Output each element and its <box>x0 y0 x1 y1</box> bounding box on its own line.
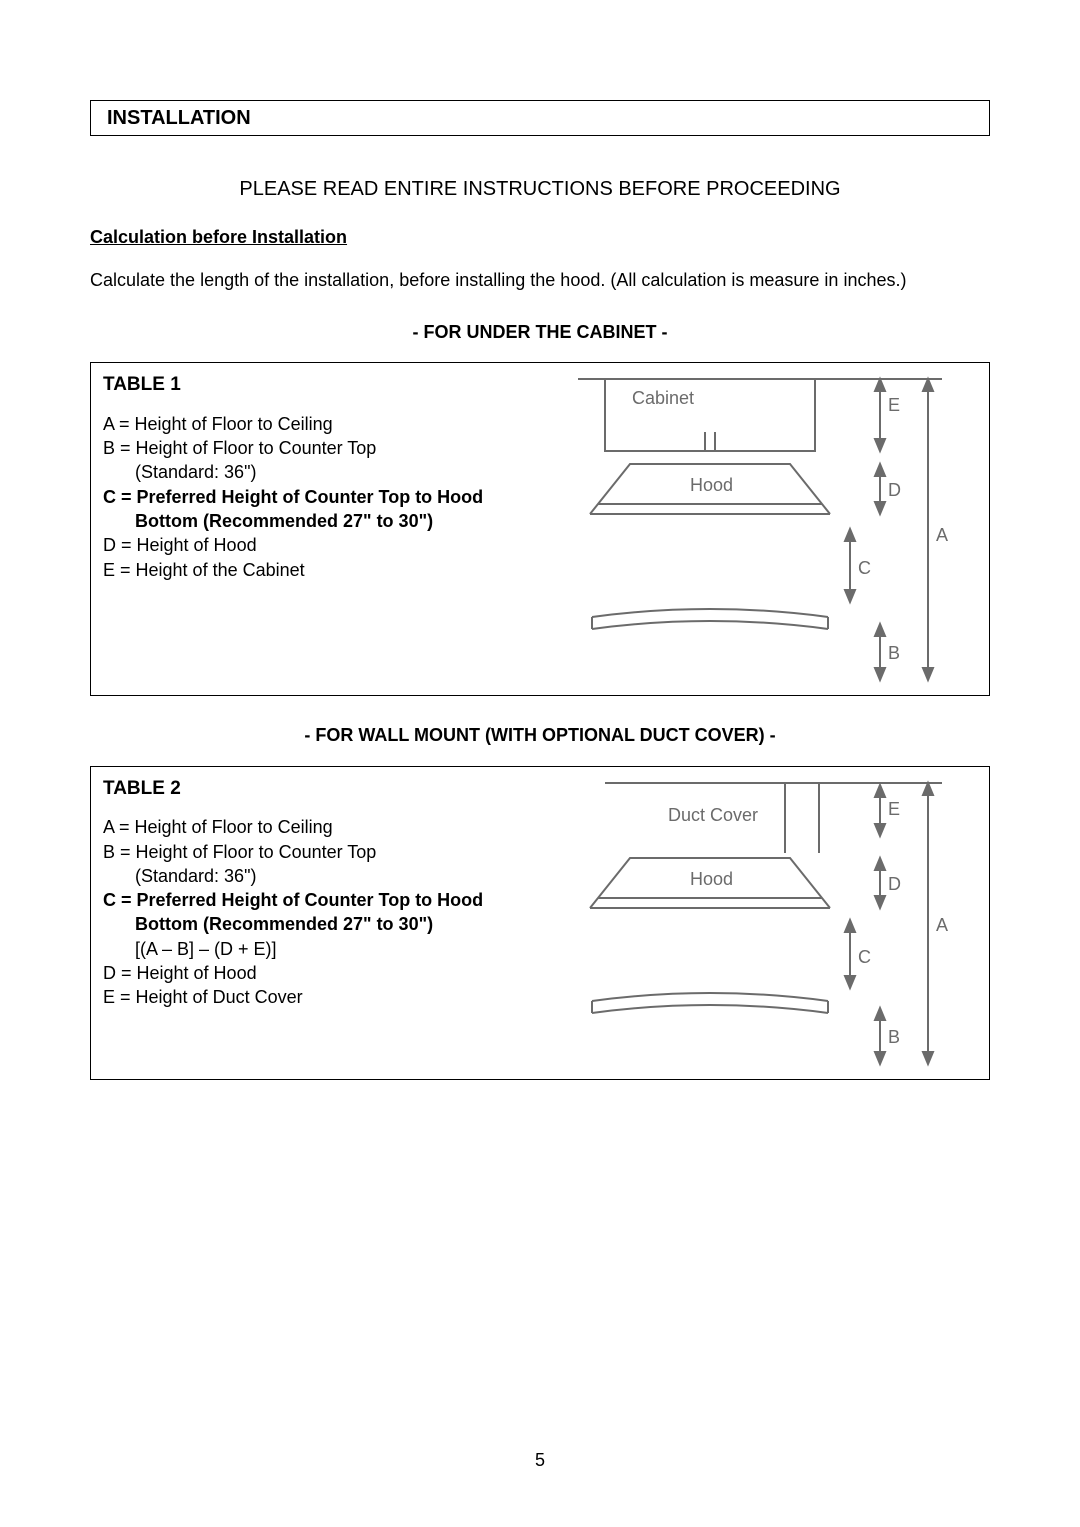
diagram2-D: D <box>888 874 901 894</box>
page-number: 5 <box>0 1449 1080 1472</box>
table1-D: D = Height of Hood <box>103 533 519 557</box>
subheading: PLEASE READ ENTIRE INSTRUCTIONS BEFORE P… <box>90 176 990 202</box>
diagram1-A: A <box>936 525 948 545</box>
diagram2-A: A <box>936 915 948 935</box>
diagram2-B: B <box>888 1027 900 1047</box>
table1-B-sub: (Standard: 36") <box>103 460 519 484</box>
diagram1-E: E <box>888 395 900 415</box>
table2-left: TABLE 2 A = Height of Floor to Ceiling B… <box>91 767 531 1079</box>
diagram1-C: C <box>858 558 871 578</box>
table2-diagram: Duct Cover Hood E D C B A <box>550 773 970 1073</box>
calc-heading: Calculation before Installation <box>90 226 990 249</box>
table1-C2: Bottom (Recommended 27" to 30") <box>103 509 519 533</box>
diagram1-B: B <box>888 643 900 663</box>
table1-E: E = Height of the Cabinet <box>103 558 519 582</box>
table1-defs: A = Height of Floor to Ceiling B = Heigh… <box>103 412 519 582</box>
table1-B: B = Height of Floor to Counter Top <box>103 436 519 460</box>
section-title: INSTALLATION <box>107 105 979 131</box>
table2-E: E = Height of Duct Cover <box>103 985 519 1009</box>
table2-title: TABLE 2 <box>103 777 519 802</box>
table2-B: B = Height of Floor to Counter Top <box>103 840 519 864</box>
table1-diagram: Cabinet Hood E D C B A <box>550 369 970 689</box>
table1-C1: C = Preferred Height of Counter Top to H… <box>103 485 519 509</box>
section-title-box: INSTALLATION <box>90 100 990 136</box>
body-text: Calculate the length of the installation… <box>90 269 990 292</box>
table1-left: TABLE 1 A = Height of Floor to Ceiling B… <box>91 363 531 695</box>
table2-C-formula: [(A – B] – (D + E)] <box>103 937 519 961</box>
table2-diagram-wrap: Duct Cover Hood E D C B A <box>531 767 989 1079</box>
diagram1-hood-label: Hood <box>690 475 733 495</box>
diagram1-cabinet-label: Cabinet <box>632 388 694 408</box>
table1-box: TABLE 1 A = Height of Floor to Ceiling B… <box>90 362 990 696</box>
table2-B-sub: (Standard: 36") <box>103 864 519 888</box>
table2-box: TABLE 2 A = Height of Floor to Ceiling B… <box>90 766 990 1080</box>
table2-defs: A = Height of Floor to Ceiling B = Heigh… <box>103 815 519 1009</box>
diagram2-C: C <box>858 947 871 967</box>
table1-diagram-wrap: Cabinet Hood E D C B A <box>531 363 989 695</box>
table2-C2: Bottom (Recommended 27" to 30") <box>103 912 519 936</box>
table2-C1: C = Preferred Height of Counter Top to H… <box>103 888 519 912</box>
table1-title: TABLE 1 <box>103 373 519 398</box>
diagram1-D: D <box>888 480 901 500</box>
diagram1-title: - FOR UNDER THE CABINET - <box>90 321 990 344</box>
table1-A: A = Height of Floor to Ceiling <box>103 412 519 436</box>
diagram2-hood-label: Hood <box>690 869 733 889</box>
diagram2-E: E <box>888 799 900 819</box>
diagram2-ductcover-label: Duct Cover <box>668 805 758 825</box>
table2-D: D = Height of Hood <box>103 961 519 985</box>
table2-A: A = Height of Floor to Ceiling <box>103 815 519 839</box>
diagram2-title: - FOR WALL MOUNT (WITH OPTIONAL DUCT COV… <box>90 724 990 747</box>
